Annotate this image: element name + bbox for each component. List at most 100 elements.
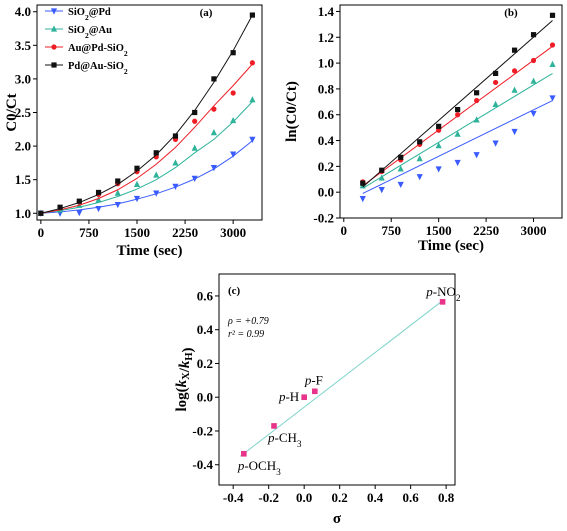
plot-frame (36, 4, 263, 221)
y-axis-label: C0/Ct (4, 93, 20, 131)
data-point (398, 154, 404, 160)
x-tick-label: 2250 (172, 225, 198, 240)
r2-annotation: r² = 0.99 (228, 329, 264, 340)
y-tick-label: 1.0 (15, 206, 31, 221)
point-label: p-NO2 (425, 284, 461, 304)
x-axis-label: Time (sec) (418, 238, 484, 254)
point-label: p-CH3 (267, 430, 302, 450)
data-point (133, 180, 141, 187)
panel-label: (a) (200, 7, 213, 19)
data-point (95, 189, 102, 196)
data-point (360, 180, 366, 186)
data-point (454, 130, 461, 137)
x-tick-label: 0 (341, 223, 348, 238)
y-axis-label: ln(C0/Ct) (284, 81, 300, 142)
data-point (435, 166, 442, 173)
y-tick-label: 2.5 (15, 105, 32, 120)
x-tick-label: -0.2 (258, 490, 279, 505)
x-tick-label: 0.4 (367, 490, 384, 505)
data-point (230, 116, 237, 124)
legend-entry: SiO2@Pd (68, 7, 111, 22)
data-point (114, 201, 121, 209)
x-tick-label: 1500 (124, 225, 150, 240)
plot-frame (339, 4, 563, 219)
legend-marker (51, 62, 57, 68)
fit-curve-2 (40, 63, 253, 214)
chart-panel-c: -0.4 -0.2 0.0 0.2 0.4 0.6 0.8 -0.4 -0.2 0.0 0.2 0.4… (174, 273, 461, 527)
data-point (416, 174, 423, 181)
data-point (172, 183, 179, 191)
data-point (134, 165, 140, 171)
data-point (378, 187, 385, 194)
panel-label: (c) (228, 285, 241, 297)
y-tick-label: -0.2 (313, 211, 334, 226)
data-point (133, 195, 141, 203)
data-point (172, 133, 179, 139)
y-tick-label: 0.0 (197, 390, 213, 405)
data-point (230, 90, 236, 96)
fit-line (239, 298, 445, 457)
data-point (549, 60, 556, 67)
data-point (473, 116, 480, 123)
data-point (416, 155, 423, 162)
data-point (492, 140, 499, 147)
data-point (511, 68, 518, 74)
y-tick-label: 1.2 (318, 30, 334, 45)
data-point (192, 109, 198, 116)
y-tick-label: 0.4 (318, 133, 335, 148)
data-point (211, 106, 217, 112)
data-point (76, 210, 83, 217)
x-tick-label: 0.2 (332, 490, 348, 505)
data-point (492, 70, 499, 77)
point-label: p-OCH3 (237, 458, 281, 478)
point-label: p-H (278, 389, 299, 404)
data-point (549, 12, 556, 18)
x-tick-label: 2250 (473, 223, 499, 238)
data-point (378, 174, 385, 181)
data-point (549, 95, 556, 102)
x-tick-label: 0.8 (438, 490, 455, 505)
chart-panel-b: 0 750 1500 2250 3000 -0.2 0.0 0.2 0.4 0.6 0.8 1.0 1.… (284, 4, 563, 254)
data-point (57, 204, 63, 210)
data-point (435, 142, 442, 149)
data-point (417, 139, 423, 145)
y-axis-label: log(kX/kH) (174, 347, 196, 411)
data-point (511, 47, 518, 53)
data-point (153, 171, 160, 178)
data-point (95, 205, 102, 213)
data-point (249, 96, 256, 103)
data-point (95, 196, 102, 203)
data-point (230, 151, 237, 158)
data-point (359, 196, 366, 203)
x-axis-label: Time (sec) (117, 243, 183, 259)
data-point (76, 198, 82, 204)
data-point (474, 97, 480, 104)
data-point (436, 123, 442, 129)
data-point (249, 60, 255, 66)
fit-curve-3 (40, 14, 253, 214)
data-point (38, 210, 44, 216)
plot-frame (218, 273, 456, 486)
legend-entry: Pd@Au-SiO2 (68, 61, 128, 76)
data-point (473, 152, 480, 159)
x-tick-label: 0.0 (296, 490, 312, 505)
x-tick-label: 0 (38, 225, 45, 240)
data-point (511, 86, 518, 93)
y-tick-label: 0.8 (318, 81, 335, 96)
data-point (191, 175, 198, 182)
fit-line-3 (362, 20, 553, 188)
data-point (530, 32, 537, 38)
rho-annotation: ρ = +0.79 (227, 316, 269, 327)
y-tick-label: 0.0 (318, 185, 334, 200)
x-tick-label: 3000 (220, 225, 246, 240)
data-point (301, 394, 307, 401)
point-label: p-F (304, 372, 323, 387)
legend-marker (51, 44, 57, 50)
x-axis-label: σ (333, 511, 342, 527)
data-point (210, 129, 218, 136)
data-point (379, 167, 385, 173)
data-point (530, 57, 537, 64)
y-tick-label: 1.4 (318, 4, 335, 19)
fit-curve-0 (40, 140, 253, 214)
data-point (549, 42, 556, 48)
